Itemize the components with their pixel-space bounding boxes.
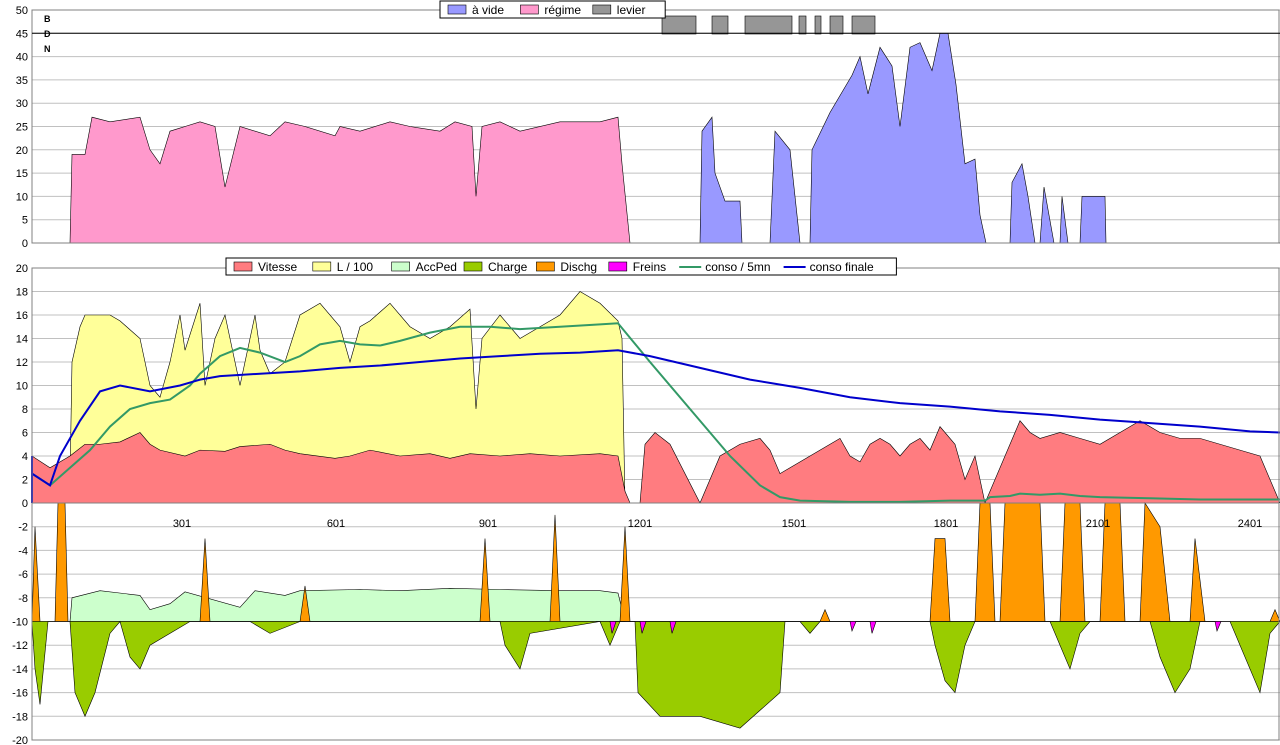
levier-block <box>814 15 822 35</box>
middle-y-tick-label: 8 <box>22 404 28 416</box>
legend-label-a-vide: à vide <box>472 3 504 17</box>
upper-y-tick-label: 20 <box>16 145 28 157</box>
upper-panel <box>31 9 1280 244</box>
middle-legend: Vitesse L / 100 AccPed Charge Dischg Freins co… <box>225 257 897 276</box>
middle-y-tick-label: 20 <box>16 263 28 275</box>
middle-y-tick-label: 0 <box>22 498 28 510</box>
legend-label-l-100: L / 100 <box>337 260 374 274</box>
upper-y-tick-label: 45 <box>16 28 28 40</box>
series-conso-finale-line <box>31 349 1280 503</box>
upper-y-tick-label: 25 <box>16 122 28 134</box>
gear-label-n: N <box>44 44 51 54</box>
lower-y-tick-label: -18 <box>12 711 28 723</box>
upper-y-tick-label: 5 <box>22 215 28 227</box>
gear-label-d: D <box>44 29 51 39</box>
legend-label-conso-finale: conso finale <box>810 260 874 274</box>
legend-label-accped: AccPed <box>416 260 457 274</box>
levier-block <box>661 15 697 35</box>
x-tick-label: 601 <box>327 518 345 530</box>
gear-label-b: B <box>44 14 51 24</box>
series-regime-area <box>31 116 655 244</box>
series-vitesse-area <box>31 420 1280 504</box>
x-tick-label: 1201 <box>628 518 652 530</box>
lower-y-tick-label: -10 <box>12 617 28 629</box>
legend-label-charge: Charge <box>488 260 528 274</box>
axes: 0 5 10 15 20 25 30 35 40 45 50 0 2 4 6 8 10 12 14 16 18 20 -20… <box>12 5 1280 745</box>
middle-panel <box>31 267 1280 504</box>
middle-y-tick-label: 10 <box>16 381 28 393</box>
upper-y-tick-label: 10 <box>16 191 28 203</box>
lower-y-tick-label: -12 <box>12 640 28 652</box>
upper-y-tick-label: 0 <box>22 238 28 250</box>
lower-plot-border <box>31 502 1280 741</box>
lower-y-tick-label: -8 <box>18 593 28 605</box>
legend-label-dischg: Dischg <box>560 260 597 274</box>
levier-block <box>851 15 876 35</box>
lower-y-tick-label: -20 <box>12 735 28 745</box>
x-tick-label: 2101 <box>1086 518 1110 530</box>
series-conso-5mn-line <box>31 322 1280 503</box>
x-tick-label: 1801 <box>934 518 958 530</box>
series-charge-area <box>31 620 1280 729</box>
legend-label-regime: régime <box>544 3 581 17</box>
legend-swatch-dischg <box>536 261 555 272</box>
x-tick-label: 901 <box>479 518 497 530</box>
series-freins-area <box>609 621 1222 634</box>
legends: à vide régime levier Vitesse L / 100 AccPed Ch… <box>225 0 897 276</box>
lower-y-tick-label: -4 <box>18 545 28 557</box>
middle-y-tick-label: 14 <box>16 334 28 346</box>
legend-swatch-charge <box>463 261 483 272</box>
upper-y-tick-label: 15 <box>16 168 28 180</box>
levier-block <box>798 15 807 35</box>
legend-swatch-regime <box>520 4 539 15</box>
middle-y-tick-label: 18 <box>16 287 28 299</box>
levier-block <box>744 15 793 35</box>
legend-swatch-freins <box>608 261 628 272</box>
x-tick-label: 301 <box>173 518 191 530</box>
upper-y-tick-label: 40 <box>16 52 28 64</box>
lower-y-tick-label: -16 <box>12 688 28 700</box>
legend-label-conso-5mn: conso / 5mn <box>705 260 770 274</box>
legend-swatch-a-vide <box>447 4 467 15</box>
legend-label-vitesse: Vitesse <box>258 260 297 274</box>
legend-label-freins: Freins <box>633 260 666 274</box>
upper-y-tick-label: 35 <box>16 75 28 87</box>
middle-y-tick-label: 2 <box>22 475 28 487</box>
legend-swatch-vitesse <box>233 261 253 272</box>
lower-y-tick-label: -6 <box>18 569 28 581</box>
legend-swatch-levier <box>592 4 612 15</box>
middle-y-tick-label: 6 <box>22 428 28 440</box>
upper-legend: à vide régime levier <box>439 0 666 19</box>
lower-panel <box>31 502 1280 741</box>
middle-y-tick-label: 4 <box>22 451 28 463</box>
upper-y-tick-label: 30 <box>16 98 28 110</box>
levier-block <box>711 15 729 35</box>
levier-block <box>829 15 844 35</box>
legend-swatch-l-100 <box>312 261 332 272</box>
lower-y-tick-label: -2 <box>18 522 28 534</box>
middle-y-tick-label: 12 <box>16 357 28 369</box>
x-tick-label: 1501 <box>782 518 806 530</box>
middle-y-tick-label: 16 <box>16 310 28 322</box>
x-tick-label: 2401 <box>1238 518 1262 530</box>
legend-swatch-accped <box>391 261 410 272</box>
legend-label-levier: levier <box>617 3 646 17</box>
upper-y-tick-label: 50 <box>16 5 28 17</box>
lower-y-tick-label: -14 <box>12 664 28 676</box>
